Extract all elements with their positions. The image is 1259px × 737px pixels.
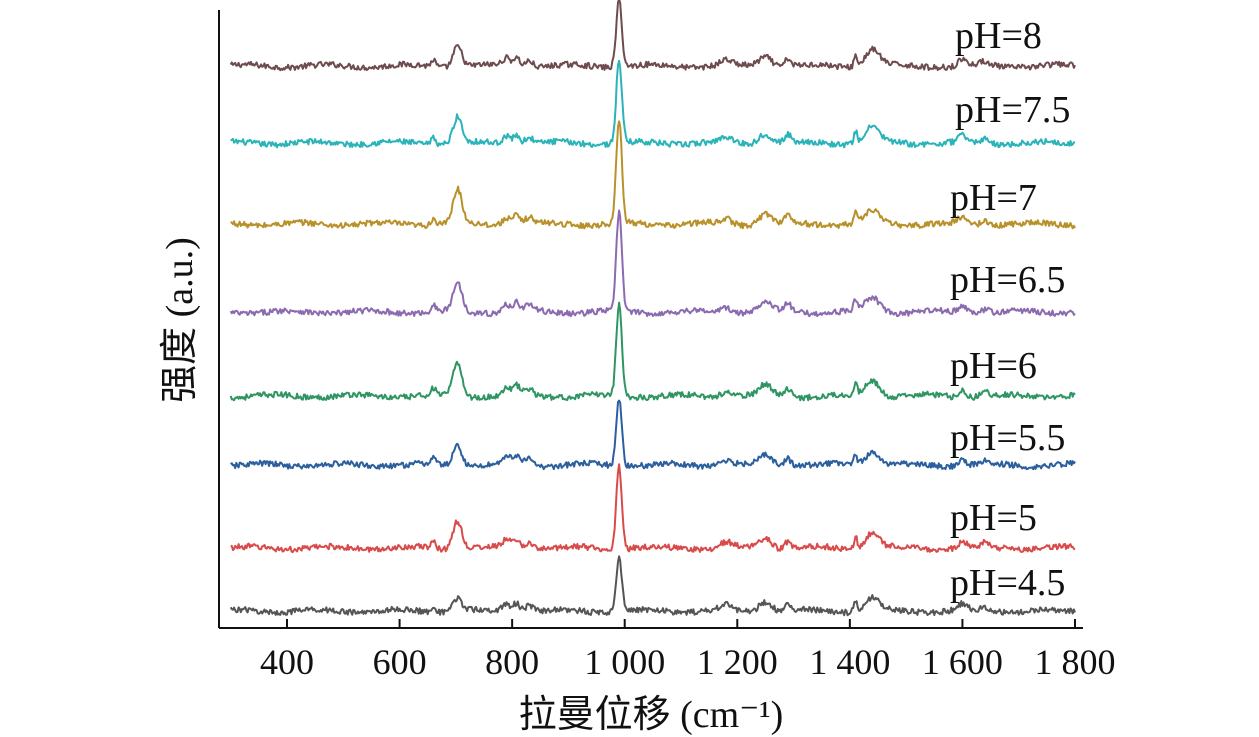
series-line-pH-5 [230, 463, 1076, 554]
label-layer: 拉曼位移 (cm⁻¹) 强度 (a.u.) [159, 237, 783, 736]
x-tick-label: 1 800 [1035, 642, 1116, 682]
series-line-pH-7 [230, 120, 1076, 230]
x-tick-label: 1 600 [922, 642, 1003, 682]
series-label: pH=7 [950, 177, 1037, 219]
x-tick-label: 1 000 [584, 642, 665, 682]
tick-layer: 400 600 800 1 000 1 200 1 400 1 600 1 800 [260, 619, 1116, 682]
series-line-pH-5-5 [230, 399, 1076, 471]
x-tick-label: 1 400 [809, 642, 890, 682]
series-line-pH-6-5 [229, 209, 1076, 318]
series-line-pH-7-5 [230, 59, 1076, 149]
series-layer: pH=8 pH=7.5 pH=7 pH=6.5 pH=6 pH=5.5 pH=5 pH=4.5 [229, 0, 1076, 617]
x-tick-label: 800 [485, 642, 539, 682]
x-tick-label: 400 [260, 642, 314, 682]
series-line-pH-8 [229, 0, 1076, 72]
series-label: pH=7.5 [955, 89, 1070, 131]
series-line-pH-4-5 [229, 555, 1076, 617]
x-axis-label: 拉曼位移 (cm⁻¹) [519, 694, 784, 736]
y-axis-label: 强度 (a.u.) [159, 237, 201, 403]
series-label: pH=8 [955, 15, 1042, 57]
series-line-pH-6 [229, 301, 1076, 402]
series-label: pH=6.5 [950, 259, 1065, 301]
x-tick-label: 600 [373, 642, 427, 682]
axis-layer [218, 10, 1083, 629]
series-label: pH=5.5 [950, 417, 1065, 459]
x-tick-label: 1 200 [697, 642, 778, 682]
series-label: pH=4.5 [950, 562, 1065, 604]
series-label: pH=5 [950, 497, 1037, 539]
series-label: pH=6 [950, 345, 1037, 387]
